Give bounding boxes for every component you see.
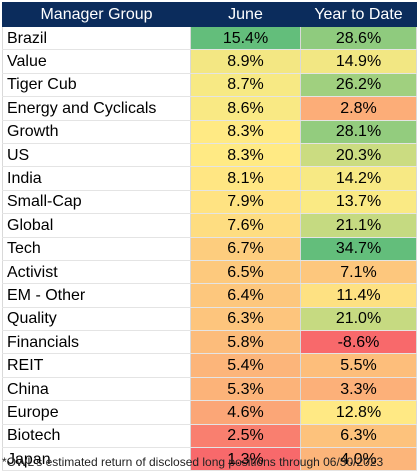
table-row: Biotech 2.5% 6.3% xyxy=(2,424,417,449)
table-row: Small-Cap 7.9% 13.7% xyxy=(2,190,417,215)
table-row: Activist 6.5% 7.1% xyxy=(2,260,417,285)
table-row: EM - Other 6.4% 11.4% xyxy=(2,283,417,308)
table-row: Tiger Cub 8.7% 26.2% xyxy=(2,73,417,98)
table-row: China 5.3% 3.3% xyxy=(2,377,417,402)
june-return-cell: 6.4% xyxy=(190,283,301,308)
column-header-year-to-date: Year to Date xyxy=(300,2,417,27)
table-row: India 8.1% 14.2% xyxy=(2,166,417,191)
ytd-return-cell: 7.1% xyxy=(300,260,417,285)
manager-group-cell: EM - Other xyxy=(2,283,191,308)
footnote: *OWL's estimated return of disclosed lon… xyxy=(2,455,384,469)
june-return-cell: 7.6% xyxy=(190,213,301,238)
june-return-cell: 4.6% xyxy=(190,400,301,425)
ytd-return-cell: 20.3% xyxy=(300,143,417,168)
column-header-manager-group: Manager Group xyxy=(2,2,191,27)
table-row: REIT 5.4% 5.5% xyxy=(2,353,417,378)
manager-group-cell: Growth xyxy=(2,120,191,144)
table-row: Global 7.6% 21.1% xyxy=(2,213,417,238)
table-row: US 8.3% 20.3% xyxy=(2,143,417,168)
ytd-return-cell: 13.7% xyxy=(300,190,417,215)
ytd-return-cell: 2.8% xyxy=(300,96,417,121)
june-return-cell: 8.1% xyxy=(190,166,301,191)
june-return-cell: 5.4% xyxy=(190,353,301,378)
june-return-cell: 8.3% xyxy=(190,120,301,144)
ytd-return-cell: 21.1% xyxy=(300,213,417,238)
manager-group-cell: Small-Cap xyxy=(2,190,191,215)
manager-group-cell: Tiger Cub xyxy=(2,73,191,98)
ytd-return-cell: 5.5% xyxy=(300,353,417,378)
june-return-cell: 6.7% xyxy=(190,237,301,261)
column-header-june: June xyxy=(190,2,301,27)
manager-group-cell: Europe xyxy=(2,400,191,425)
ytd-return-cell: 34.7% xyxy=(300,237,417,261)
manager-group-cell: REIT xyxy=(2,353,191,378)
manager-group-cell: US xyxy=(2,143,191,168)
ytd-return-cell: 28.6% xyxy=(300,26,417,51)
ytd-return-cell: 4.0% xyxy=(300,447,417,472)
ytd-return-cell: 6.3% xyxy=(300,424,417,449)
manager-group-cell: Biotech xyxy=(2,424,191,449)
manager-group-cell: China xyxy=(2,377,191,402)
manager-group-cell: Financials xyxy=(2,330,191,355)
june-return-cell: 6.5% xyxy=(190,260,301,285)
ytd-return-cell: 28.1% xyxy=(300,120,417,144)
ytd-return-cell: 14.9% xyxy=(300,49,417,74)
ytd-return-cell: 14.2% xyxy=(300,166,417,191)
ytd-return-cell: 11.4% xyxy=(300,283,417,308)
manager-group-cell: Quality xyxy=(2,307,191,332)
ytd-return-cell: 26.2% xyxy=(300,73,417,98)
ytd-return-cell: 12.8% xyxy=(300,400,417,425)
manager-group-cell: India xyxy=(2,166,191,191)
ytd-return-cell: 3.3% xyxy=(300,377,417,402)
ytd-return-cell: 21.0% xyxy=(300,307,417,332)
june-return-cell: 5.8% xyxy=(190,330,301,355)
table-row: Tech 6.7% 34.7% xyxy=(2,237,417,261)
june-return-cell: 1.3% xyxy=(190,447,301,472)
manager-group-cell: Value xyxy=(2,49,191,74)
manager-group-cell: Activist xyxy=(2,260,191,285)
manager-group-cell: Energy and Cyclicals xyxy=(2,96,191,121)
manager-group-cell: Global xyxy=(2,213,191,238)
manager-group-cell: Tech xyxy=(2,237,191,261)
june-return-cell: 8.3% xyxy=(190,143,301,168)
table-row: Japan 1.3% 4.0% xyxy=(2,447,417,472)
june-return-cell: 15.4% xyxy=(190,26,301,51)
table-row: Growth 8.3% 28.1% xyxy=(2,120,417,144)
june-return-cell: 2.5% xyxy=(190,424,301,449)
june-return-cell: 8.9% xyxy=(190,49,301,74)
table-body: Brazil 15.4% 28.6% Value 8.9% 14.9% Tiger Cub 8… xyxy=(2,26,417,472)
table-row: Energy and Cyclicals 8.6% 2.8% xyxy=(2,96,417,121)
june-return-cell: 7.9% xyxy=(190,190,301,215)
june-return-cell: 8.7% xyxy=(190,73,301,98)
june-return-cell: 5.3% xyxy=(190,377,301,402)
header-row: Manager Group June Year to Date xyxy=(2,2,417,27)
ytd-return-cell: -8.6% xyxy=(300,330,417,355)
manager-group-cell: Japan xyxy=(2,447,191,472)
table-row: Brazil 15.4% 28.6% xyxy=(2,26,417,51)
june-return-cell: 6.3% xyxy=(190,307,301,332)
table-row: Quality 6.3% 21.0% xyxy=(2,307,417,332)
table-row: Europe 4.6% 12.8% xyxy=(2,400,417,425)
table-row: Value 8.9% 14.9% xyxy=(2,49,417,74)
june-return-cell: 8.6% xyxy=(190,96,301,121)
table-row: Financials 5.8% -8.6% xyxy=(2,330,417,355)
manager-group-cell: Brazil xyxy=(2,26,191,51)
